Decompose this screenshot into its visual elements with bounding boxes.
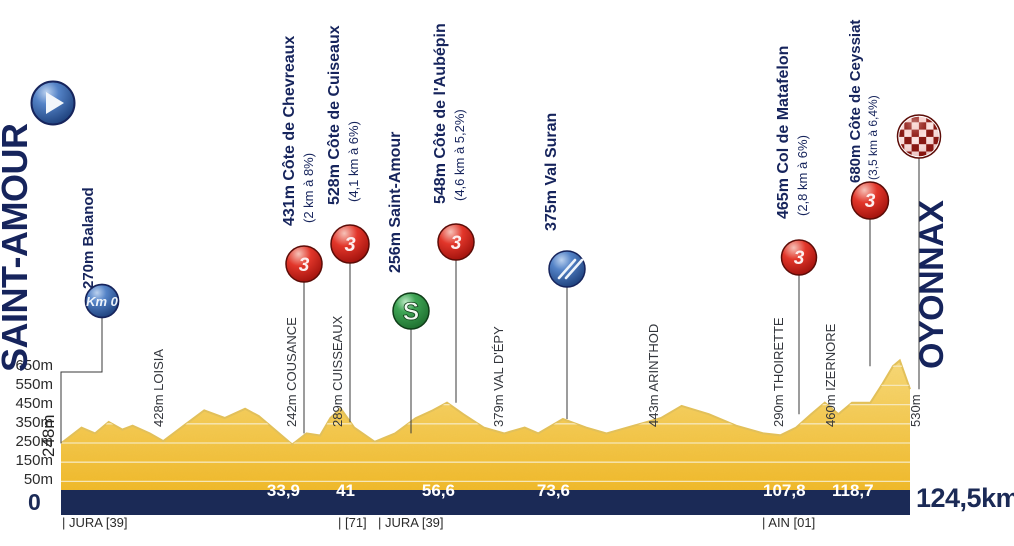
svg-text:3: 3 xyxy=(344,234,355,256)
svg-text:3: 3 xyxy=(299,255,310,276)
svg-text:3: 3 xyxy=(794,248,805,269)
svg-text:Km 0: Km 0 xyxy=(86,294,119,309)
svg-text:3: 3 xyxy=(451,233,462,254)
svg-text:3: 3 xyxy=(865,191,876,212)
svg-text:S: S xyxy=(403,298,420,326)
